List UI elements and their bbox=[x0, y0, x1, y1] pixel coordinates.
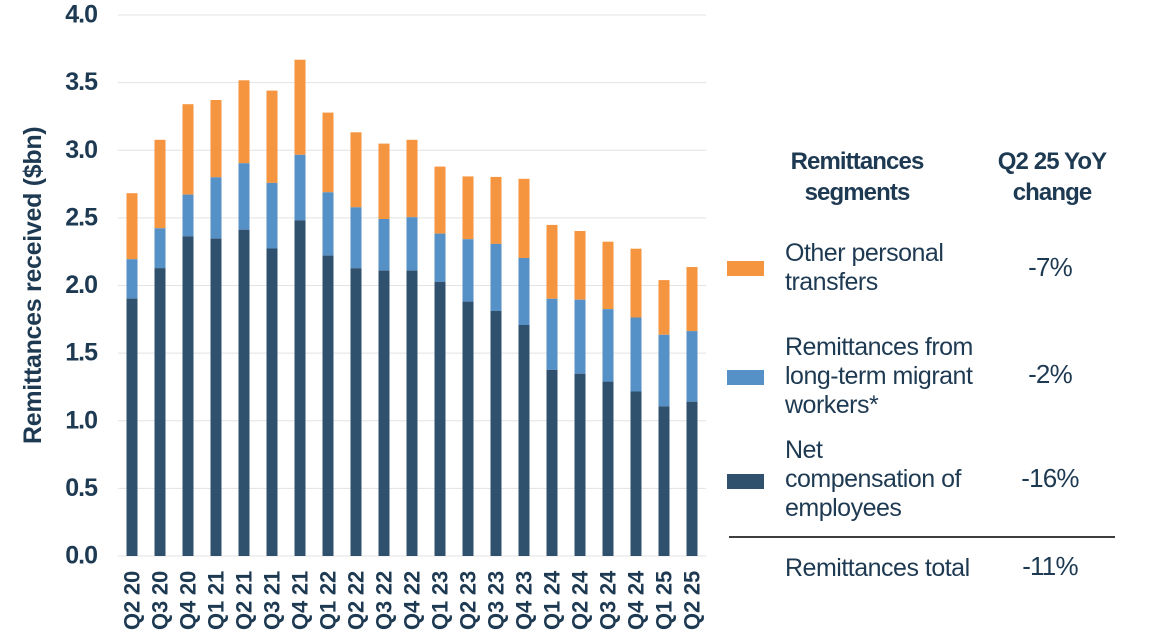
svg-text:Q1 22: Q1 22 bbox=[316, 571, 341, 630]
svg-text:Q4 21: Q4 21 bbox=[288, 571, 313, 630]
svg-text:Q4 20: Q4 20 bbox=[176, 571, 201, 630]
svg-text:Q2 25: Q2 25 bbox=[680, 571, 705, 630]
svg-text:Q2 22: Q2 22 bbox=[344, 571, 369, 630]
svg-text:Q4 24: Q4 24 bbox=[624, 570, 649, 630]
svg-text:Q3 20: Q3 20 bbox=[148, 571, 173, 630]
svg-text:Q1 25: Q1 25 bbox=[652, 571, 677, 630]
svg-text:Q2 24: Q2 24 bbox=[568, 570, 593, 630]
svg-text:Q3 23: Q3 23 bbox=[484, 571, 509, 630]
svg-text:Q1 23: Q1 23 bbox=[428, 571, 453, 630]
svg-text:4.0: 4.0 bbox=[65, 1, 97, 29]
svg-text:Q1 24: Q1 24 bbox=[540, 570, 565, 630]
svg-text:Q2 20: Q2 20 bbox=[120, 571, 145, 630]
svg-text:2.5: 2.5 bbox=[65, 203, 98, 231]
svg-text:1.0: 1.0 bbox=[65, 406, 97, 434]
svg-text:3.0: 3.0 bbox=[65, 136, 97, 164]
svg-text:2.0: 2.0 bbox=[65, 271, 97, 299]
svg-text:Q2 23: Q2 23 bbox=[456, 571, 481, 630]
svg-text:0.0: 0.0 bbox=[65, 542, 97, 570]
svg-text:0.5: 0.5 bbox=[65, 474, 98, 502]
svg-text:Q2 21: Q2 21 bbox=[232, 571, 257, 630]
svg-text:Q1 21: Q1 21 bbox=[204, 571, 229, 630]
svg-text:3.5: 3.5 bbox=[65, 68, 98, 96]
svg-text:Q3 21: Q3 21 bbox=[260, 571, 285, 630]
svg-text:Q3 22: Q3 22 bbox=[372, 571, 397, 630]
svg-text:Q4 22: Q4 22 bbox=[400, 571, 425, 630]
svg-text:Q3 24: Q3 24 bbox=[596, 570, 621, 630]
svg-text:Q4 23: Q4 23 bbox=[512, 571, 537, 630]
svg-text:1.5: 1.5 bbox=[65, 339, 98, 367]
